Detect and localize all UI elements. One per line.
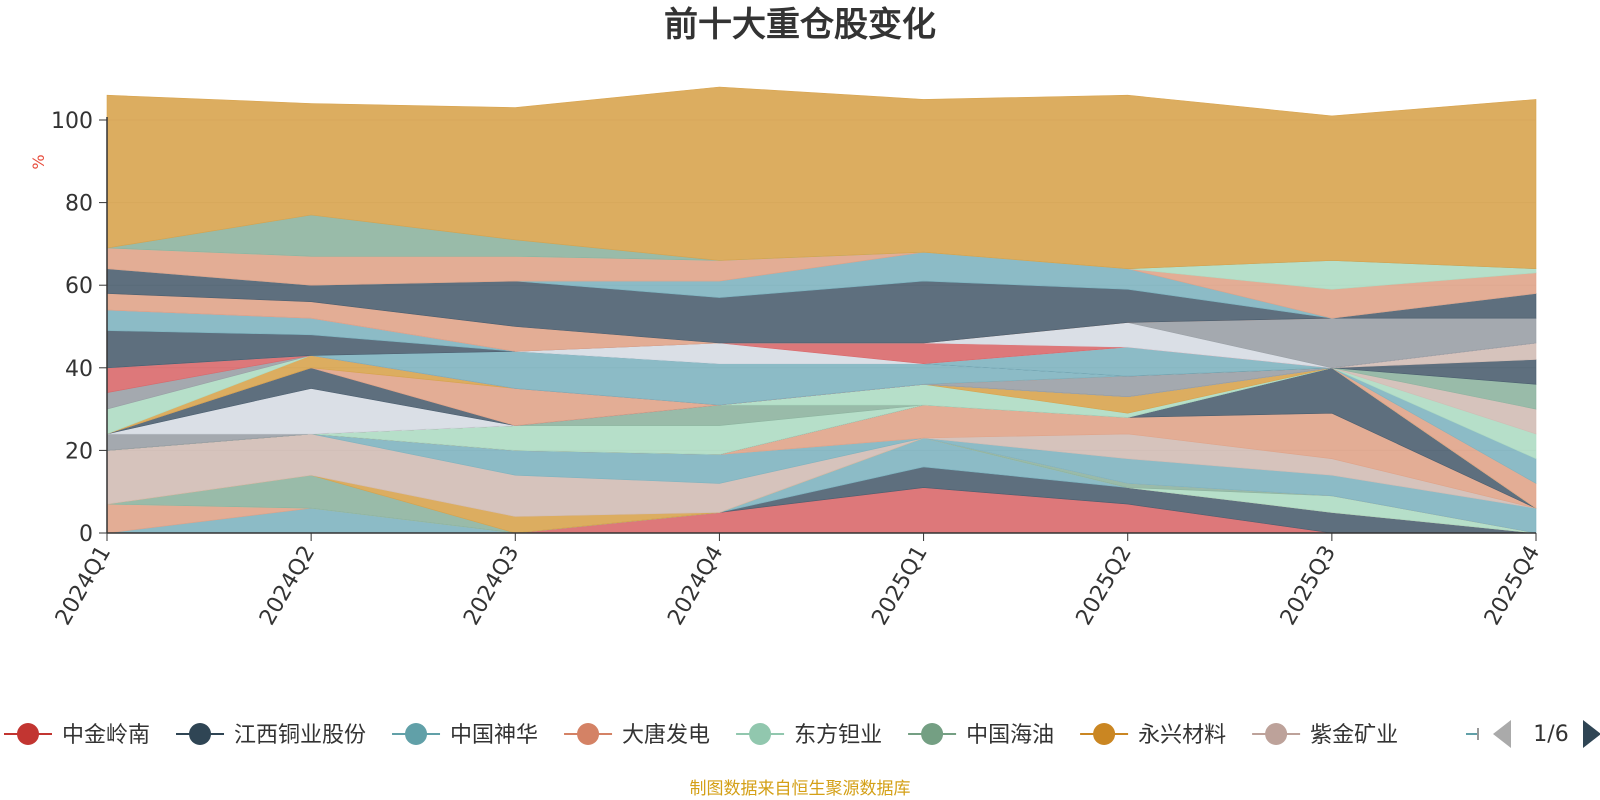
legend-label: 中国神华: [450, 723, 538, 748]
legend-marker: [405, 723, 428, 745]
y-tick-label: 40: [65, 357, 93, 382]
legend-item-中金岭南[interactable]: 中金岭南: [4, 723, 150, 748]
legend-label: 大唐发电: [622, 723, 710, 748]
y-tick-label: 0: [79, 522, 93, 547]
legend-marker: [17, 723, 39, 745]
x-tick-label: 2025Q1: [867, 542, 932, 630]
legend: 中金岭南 江西铜业股份 中国神华 大唐发电 东方钽业 中国海油 永兴材料 紫金矿业: [4, 723, 1479, 748]
x-tick-label: 2024Q4: [663, 542, 728, 630]
area-永兴材料·4: [106, 86, 1537, 270]
y-axis-unit: %: [29, 154, 48, 169]
legend-item-紫金矿业[interactable]: 紫金矿业: [1252, 723, 1398, 748]
legend-marker: [921, 723, 944, 745]
legend-marker: [1093, 723, 1116, 745]
legend-item-永兴材料[interactable]: 永兴材料: [1080, 723, 1226, 748]
legend-next-icon[interactable]: [1583, 720, 1600, 748]
legend-label: 江西铜业股份: [234, 723, 366, 748]
legend-item-中国海油[interactable]: 中国海油: [908, 723, 1054, 748]
legend-pager: 1/6: [1493, 720, 1600, 748]
x-tick-label: 2025Q3: [1276, 542, 1341, 630]
legend-label: 东方钽业: [794, 723, 882, 748]
legend-marker: [189, 723, 212, 745]
y-tick-label: 20: [65, 439, 93, 464]
y-tick-label: 100: [51, 109, 93, 134]
y-tick-label: 60: [65, 274, 93, 299]
legend-label: 中金岭南: [62, 723, 150, 748]
legend-marker: [1265, 723, 1288, 745]
legend-label: 中国海油: [966, 723, 1054, 748]
legend-label: 永兴材料: [1138, 723, 1226, 748]
legend-page-indicator: 1/6: [1533, 722, 1568, 747]
x-tick-label: 2024Q1: [51, 542, 116, 630]
legend-item-大唐发电[interactable]: 大唐发电: [564, 723, 710, 748]
x-tick-label: 2024Q3: [459, 542, 524, 630]
x-tick-label: 2024Q2: [255, 542, 320, 630]
legend-item-东方钽业[interactable]: 东方钽业: [736, 723, 882, 748]
legend-marker: [577, 723, 600, 745]
x-tick-label: 2025Q2: [1072, 542, 1137, 630]
legend-item-中国神华[interactable]: 中国神华: [392, 723, 538, 748]
legend-prev-icon[interactable]: [1493, 720, 1511, 748]
data-source-note: 制图数据来自恒生聚源数据库: [690, 779, 911, 799]
legend-label: 紫金矿业: [1310, 723, 1398, 748]
x-tick-label: 2025Q4: [1480, 542, 1545, 630]
area-series: [106, 86, 1537, 534]
chart-title: 前十大重仓股变化: [664, 5, 936, 45]
legend-marker: [749, 723, 772, 745]
legend-item-江西铜业股份[interactable]: 江西铜业股份: [176, 723, 366, 748]
y-tick-label: 80: [65, 192, 93, 217]
